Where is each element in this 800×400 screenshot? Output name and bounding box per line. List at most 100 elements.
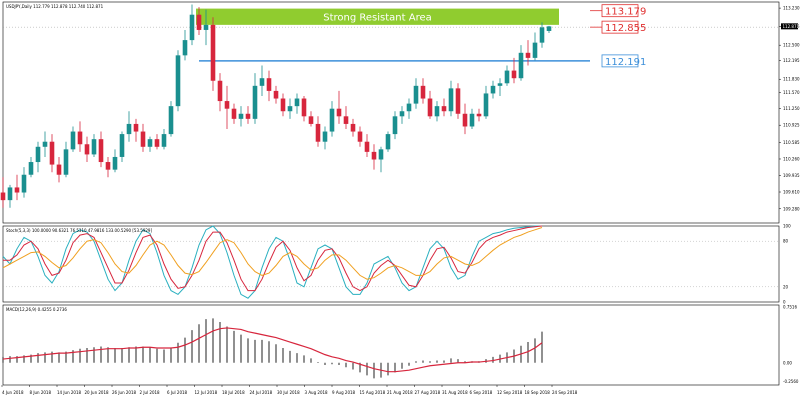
- candle-body: [161, 134, 167, 147]
- macd-signal-line: [2, 327, 543, 373]
- candle-body: [385, 134, 391, 150]
- date-axis-label: 18 Jul 2018: [222, 390, 245, 395]
- date-axis-label: 12 Jul 2018: [195, 390, 218, 395]
- date-axis-label: 18 Sep 2018: [525, 390, 551, 395]
- stoch-title: Stoch(5,3,3) 100.0000 90.6321 76.5310 47…: [6, 228, 152, 233]
- date-axis-label: 21 Aug 2018: [387, 390, 413, 395]
- candle-body: [231, 108, 237, 119]
- price-axis-label: 111.830: [783, 77, 800, 82]
- current-price-marker: [781, 23, 798, 30]
- candle-body: [238, 113, 244, 119]
- candle-body: [462, 113, 468, 127]
- candle-body: [273, 90, 279, 99]
- date-axis-label: 30 Jul 2018: [277, 390, 300, 395]
- candle-body: [7, 187, 13, 201]
- candle-body: [91, 139, 97, 155]
- candle-body: [14, 187, 20, 193]
- date-axis-label: 26 Jun 2018: [112, 390, 137, 395]
- price-label-text: 112.191: [605, 57, 646, 68]
- stoch-series-line: [3, 225, 543, 292]
- candle-body: [504, 70, 510, 84]
- date-axis-label: 14 Jun 2018: [57, 390, 82, 395]
- price-panel-frame: [2, 1, 780, 224]
- candle-body: [266, 78, 272, 91]
- candle-body: [175, 55, 181, 107]
- candle-body: [189, 14, 195, 41]
- candle-body: [168, 106, 174, 135]
- date-axis-label: 8 Jun 2018: [30, 390, 52, 395]
- candle-body: [329, 108, 335, 132]
- candle-body: [469, 113, 475, 127]
- price-axis-label: 109.935: [783, 173, 800, 178]
- price-axis-label: 113.230: [783, 6, 800, 11]
- candle-body: [406, 103, 412, 112]
- price-axis-label: 111.570: [783, 90, 800, 95]
- candle-body: [301, 98, 307, 117]
- candle-body: [77, 131, 83, 145]
- candle-body: [350, 123, 356, 132]
- candle-body: [182, 40, 188, 56]
- candle-body: [357, 131, 363, 142]
- candle-body: [259, 78, 265, 86]
- date-axis-label: 6 Sep 2018: [470, 390, 493, 395]
- price-label-box: [601, 20, 639, 34]
- resistance-zone: [196, 8, 559, 25]
- date-axis-label: 6 Jul 2018: [167, 390, 188, 395]
- candle-body: [294, 98, 300, 107]
- candle-body: [308, 116, 314, 124]
- candle-body: [364, 141, 370, 152]
- macd-title: MACD(12,26,9) 0.4255 0.2736: [6, 307, 67, 312]
- price-axis-label: 110.585: [783, 140, 800, 145]
- price-label-text: 112.855: [605, 23, 646, 34]
- stoch-series-line: [2, 227, 543, 280]
- candle-body: [210, 24, 216, 81]
- candle-body: [392, 116, 398, 135]
- candle-body: [336, 108, 342, 117]
- candle-body: [448, 88, 454, 112]
- candle-body: [224, 101, 230, 109]
- candle-body: [518, 52, 524, 79]
- price-axis-label: 109.610: [783, 190, 800, 195]
- candle-body: [0, 192, 6, 201]
- candle-body: [490, 85, 496, 94]
- candle-body: [98, 139, 104, 163]
- candle-body: [280, 98, 286, 112]
- candle-body: [399, 111, 405, 117]
- candle-body: [21, 174, 27, 193]
- candle-body: [322, 131, 328, 142]
- candle-body: [147, 139, 153, 147]
- candle-body: [35, 146, 41, 163]
- date-axis-label: 9 Aug 2018: [332, 390, 356, 395]
- candle-body: [252, 85, 258, 119]
- candle-body: [217, 80, 223, 102]
- candle-body: [140, 131, 146, 147]
- candle-body: [483, 93, 489, 117]
- candle-body: [203, 24, 209, 30]
- price-label-text: 113.179: [605, 7, 646, 18]
- candle-body: [532, 42, 538, 58]
- price-label-box: [601, 54, 639, 68]
- candle-body: [119, 134, 125, 157]
- candle-body: [539, 27, 545, 43]
- price-axis-label: 110.260: [783, 156, 800, 161]
- macd-panel-frame: [2, 304, 780, 386]
- candle-body: [420, 85, 426, 99]
- date-axis-label: 15 Aug 2018: [360, 390, 386, 395]
- date-axis-label: 2 Jul 2018: [140, 390, 161, 395]
- date-axis-label: 20 Jun 2018: [85, 390, 110, 395]
- candle-body: [546, 26, 552, 31]
- candle-body: [154, 139, 160, 147]
- price-axis-label: 112.195: [783, 58, 800, 63]
- candle-body: [378, 149, 384, 160]
- date-axis-label: 31 Aug 2018: [442, 390, 468, 395]
- stoch-axis-label: 20: [783, 284, 789, 289]
- candle-body: [476, 113, 482, 117]
- price-axis-label: 111.250: [783, 106, 800, 111]
- price-axis-label: 109.280: [783, 206, 800, 211]
- candle-body: [70, 131, 76, 150]
- resistance-zone-label: Strong Resistant Area: [323, 13, 432, 24]
- candle-body: [525, 52, 531, 58]
- candle-body: [427, 98, 433, 117]
- stoch-axis-label: 100: [783, 224, 791, 229]
